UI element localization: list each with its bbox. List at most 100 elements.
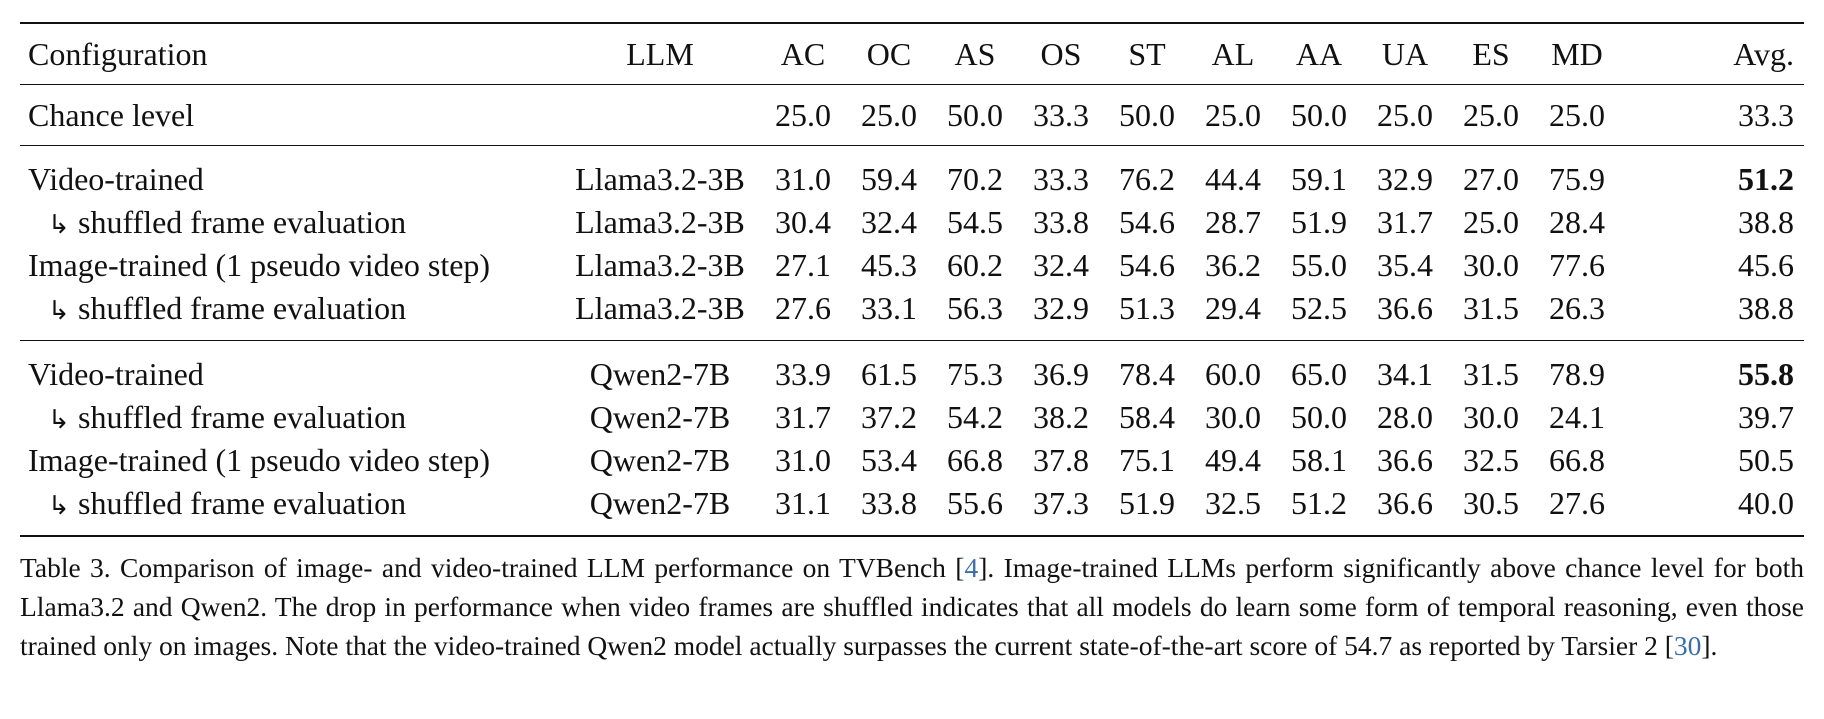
score-cell-os: 33.8 <box>1033 204 1089 240</box>
chance-os: 33.3 <box>1018 84 1104 146</box>
score-cell-st: 78.4 <box>1119 356 1175 392</box>
score-cell-aa: 58.1 <box>1291 442 1347 478</box>
score-cell-os: 33.3 <box>1033 161 1089 197</box>
llm-cell: Qwen2-7B <box>560 482 760 537</box>
score-cell-os: 37.8 <box>1033 442 1089 478</box>
citation-link-30[interactable]: 30 <box>1673 630 1702 661</box>
llm-cell: Llama3.2-3B <box>575 204 745 240</box>
chance-ac: 25.0 <box>760 84 846 146</box>
score-cell-al: 49.4 <box>1205 442 1261 478</box>
config-label: Image-trained (1 pseudo video step) <box>28 247 491 283</box>
config-label: shuffled frame evaluation <box>78 485 407 521</box>
score-cell-es: 27.0 <box>1463 161 1519 197</box>
config-label: shuffled frame evaluation <box>78 204 407 240</box>
sub-row-arrow-icon: ↳ <box>48 210 70 240</box>
header-ua: UA <box>1362 22 1448 85</box>
table-row: ↳ shuffled frame evaluation Llama3.2-3B 30.… <box>20 201 1804 244</box>
score-cell-as: 75.3 <box>947 356 1003 392</box>
score-cell-es: 31.5 <box>1448 287 1534 341</box>
chance-st: 50.0 <box>1104 84 1190 146</box>
avg-cell: 51.2 <box>1738 161 1794 197</box>
header-st: ST <box>1104 22 1190 85</box>
score-cell-ac: 31.0 <box>775 161 831 197</box>
score-cell-al: 32.5 <box>1190 482 1276 537</box>
score-cell-al: 60.0 <box>1205 356 1261 392</box>
llm-cell: Llama3.2-3B <box>560 287 760 341</box>
table-row: Video-trained Qwen2-7B 33.9 61.5 75.3 36.9 78.… <box>20 341 1804 397</box>
caption-text-1: Table 3. Comparison of image- and video-… <box>20 552 965 583</box>
score-cell-oc: 32.4 <box>861 204 917 240</box>
score-cell-oc: 61.5 <box>861 356 917 392</box>
score-cell-al: 44.4 <box>1205 161 1261 197</box>
sub-row-arrow-icon: ↳ <box>48 405 70 435</box>
score-cell-st: 51.3 <box>1104 287 1190 341</box>
table-row: ↳ shuffled frame evaluation Qwen2-7B 31.7 37… <box>20 396 1804 439</box>
llm-cell: Llama3.2-3B <box>575 161 745 197</box>
score-cell-al: 28.7 <box>1205 204 1261 240</box>
config-cell: ↳ shuffled frame evaluation <box>20 482 560 537</box>
score-cell-oc: 33.1 <box>846 287 932 341</box>
score-cell-ac: 30.4 <box>775 204 831 240</box>
score-cell-ua: 35.4 <box>1377 247 1433 283</box>
config-cell: Video-trained <box>20 146 560 202</box>
sub-row-arrow-icon: ↳ <box>48 491 70 521</box>
score-cell-oc: 53.4 <box>861 442 917 478</box>
chance-al: 25.0 <box>1190 84 1276 146</box>
header-md: MD <box>1534 22 1620 85</box>
results-table: Configuration LLM AC OC AS OS ST AL AA UA ES MD Avg.… <box>20 22 1804 537</box>
header-as: AS <box>932 22 1018 85</box>
config-label: shuffled frame evaluation <box>78 290 407 326</box>
config-label: Image-trained (1 pseudo video step) <box>28 442 491 478</box>
score-cell-aa: 50.0 <box>1291 399 1347 435</box>
score-cell-aa: 65.0 <box>1291 356 1347 392</box>
avg-cell: 38.8 <box>1738 204 1794 240</box>
chance-label: Chance level <box>20 84 560 146</box>
llm-cell: Llama3.2-3B <box>575 247 745 283</box>
score-cell-ua: 36.6 <box>1377 442 1433 478</box>
config-cell: Video-trained <box>20 341 560 397</box>
score-cell-es: 25.0 <box>1463 204 1519 240</box>
config-label: Video-trained <box>28 161 204 197</box>
llm-cell: Qwen2-7B <box>589 356 731 392</box>
score-cell-as: 70.2 <box>947 161 1003 197</box>
header-avg: Avg. <box>1620 22 1804 85</box>
score-cell-aa: 51.2 <box>1276 482 1362 537</box>
citation-link-4[interactable]: 4 <box>964 552 979 583</box>
score-cell-es: 30.0 <box>1463 247 1519 283</box>
chance-oc: 25.0 <box>846 84 932 146</box>
header-al: AL <box>1190 22 1276 85</box>
score-cell-ac: 31.1 <box>760 482 846 537</box>
config-cell: Image-trained (1 pseudo video step) <box>20 439 560 482</box>
header-llm: LLM <box>560 22 760 85</box>
header-config: Configuration <box>20 22 560 85</box>
score-cell-ac: 27.6 <box>760 287 846 341</box>
chance-avg: 33.3 <box>1620 84 1804 146</box>
score-cell-aa: 55.0 <box>1291 247 1347 283</box>
caption-text-2: ]. Image-trained LLMs perform significan… <box>20 552 1804 661</box>
table-row: ↳ shuffled frame evaluation Llama3.2-3B 27.… <box>20 287 1804 341</box>
score-cell-aa: 52.5 <box>1276 287 1362 341</box>
config-cell: ↳ shuffled frame evaluation <box>20 287 560 341</box>
score-cell-st: 51.9 <box>1104 482 1190 537</box>
score-cell-oc: 37.2 <box>861 399 917 435</box>
chance-llm <box>560 84 760 146</box>
score-cell-al: 36.2 <box>1205 247 1261 283</box>
score-cell-oc: 59.4 <box>861 161 917 197</box>
table-row: Image-trained (1 pseudo video step) Qwen2… <box>20 439 1804 482</box>
score-cell-as: 55.6 <box>932 482 1018 537</box>
score-cell-st: 75.1 <box>1119 442 1175 478</box>
score-cell-al: 30.0 <box>1205 399 1261 435</box>
score-cell-st: 58.4 <box>1119 399 1175 435</box>
score-cell-os: 32.9 <box>1018 287 1104 341</box>
table-header-row: Configuration LLM AC OC AS OS ST AL AA UA ES MD Avg. <box>20 22 1804 85</box>
header-es: ES <box>1448 22 1534 85</box>
score-cell-al: 29.4 <box>1190 287 1276 341</box>
chance-es: 25.0 <box>1448 84 1534 146</box>
avg-cell: 50.5 <box>1738 442 1794 478</box>
header-ac: AC <box>760 22 846 85</box>
avg-cell: 45.6 <box>1738 247 1794 283</box>
score-cell-as: 54.2 <box>947 399 1003 435</box>
score-cell-md: 24.1 <box>1549 399 1605 435</box>
score-cell-es: 30.5 <box>1448 482 1534 537</box>
score-cell-as: 54.5 <box>947 204 1003 240</box>
